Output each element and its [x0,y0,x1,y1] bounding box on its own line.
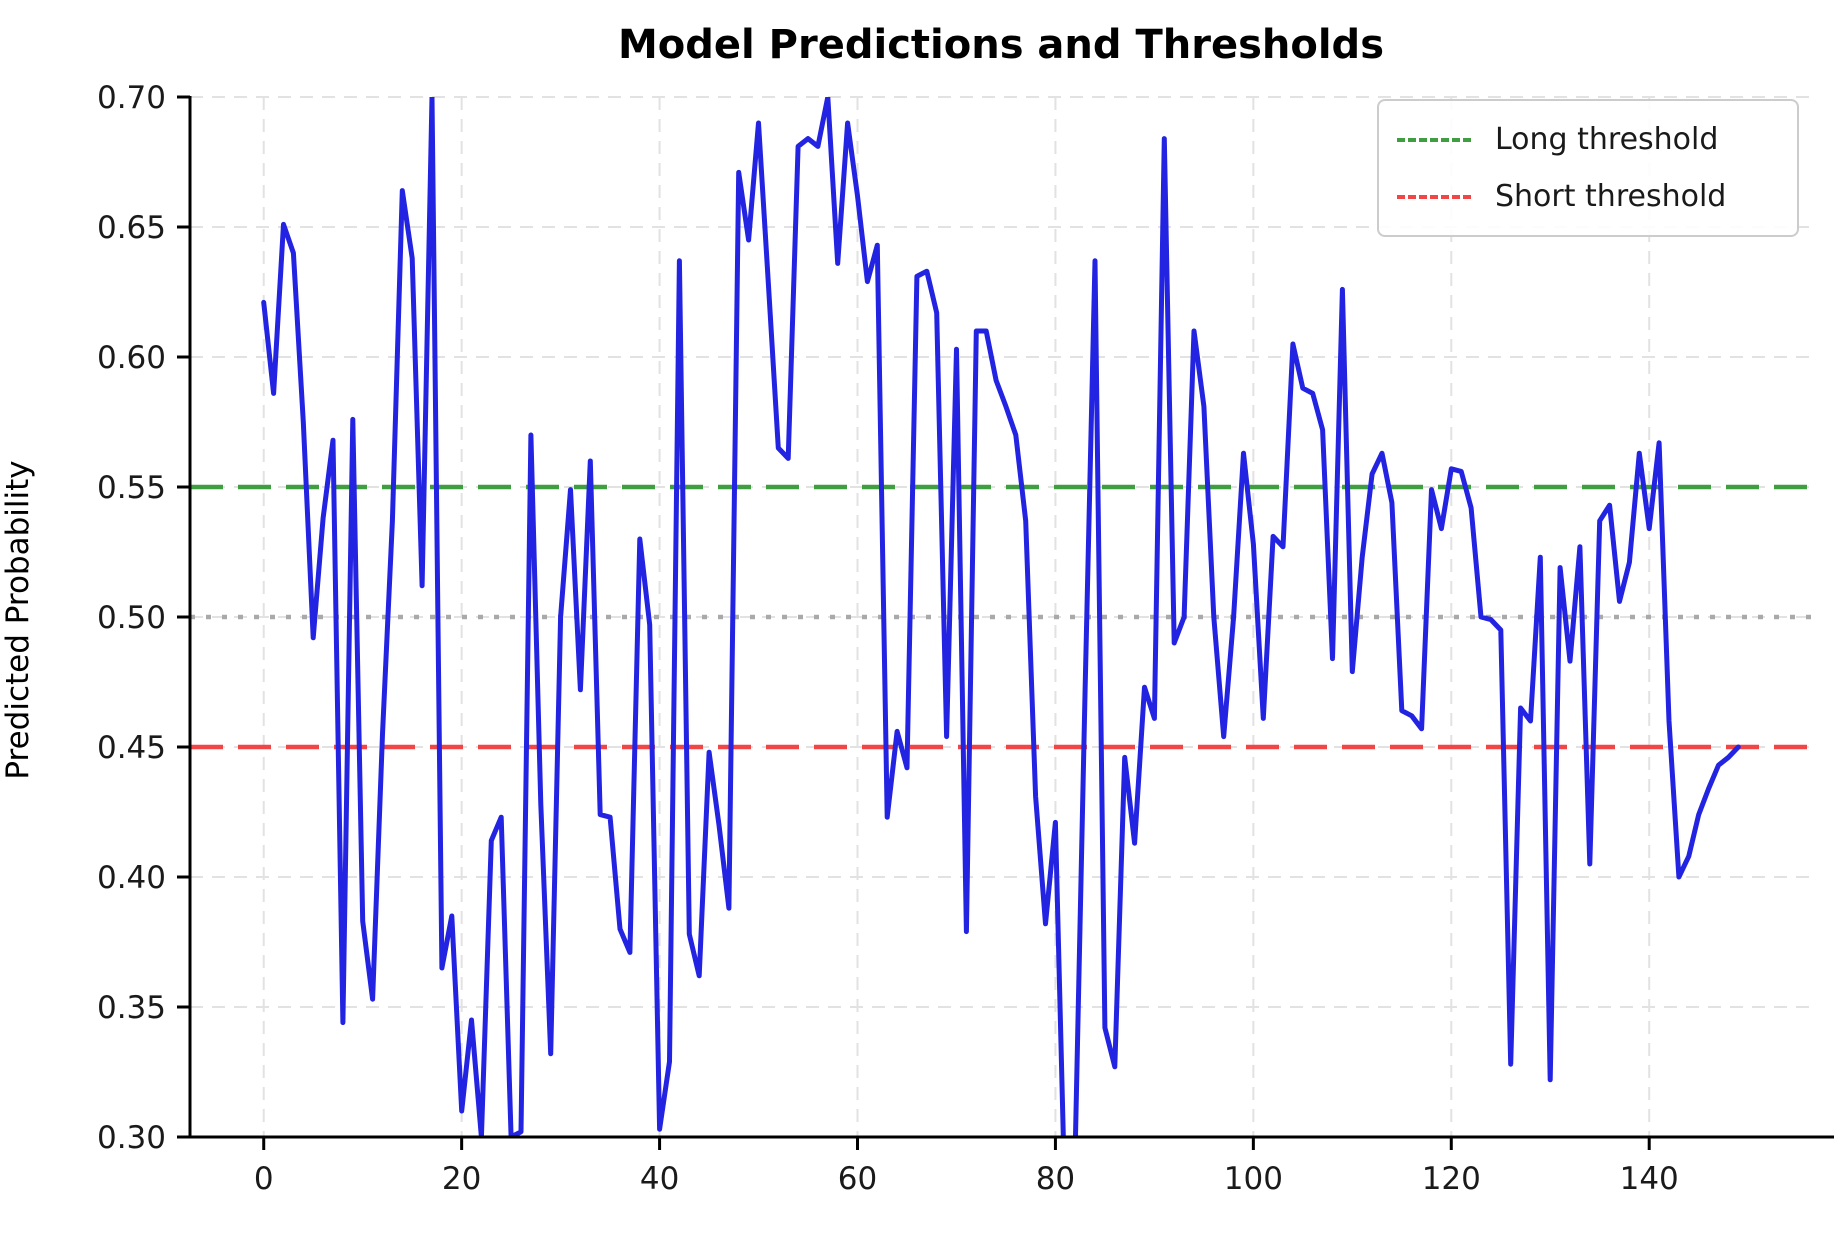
chart-title: Model Predictions and Thresholds [618,22,1384,68]
x-tick-label: 40 [640,1161,679,1197]
long-threshold-line-sample [1397,137,1471,142]
y-tick-label: 0.40 [97,860,166,896]
x-tick-label: 100 [1224,1161,1283,1197]
y-tick-label: 0.60 [97,340,166,376]
y-tick-label: 0.50 [97,600,166,636]
x-tick-label: 120 [1422,1161,1481,1197]
y-tick-label: 0.55 [97,470,166,506]
x-tick-label: 0 [254,1161,274,1197]
x-tick-label: 140 [1620,1161,1679,1197]
x-tick-label: 60 [838,1161,877,1197]
y-tick-label: 0.45 [97,730,166,766]
y-axis-label: Predicted Probability [0,460,36,780]
legend-label-long: Long threshold [1495,122,1719,157]
legend-label-short: Short threshold [1495,179,1727,214]
y-tick-label: 0.65 [97,210,166,246]
legend: Long threshold Short threshold [1377,99,1799,237]
y-tick-label: 0.35 [97,990,166,1026]
x-tick-label: 20 [442,1161,481,1197]
y-tick-label: 0.70 [97,80,166,116]
legend-item-long: Long threshold [1397,122,1779,157]
prediction-line [261,97,1741,1137]
short-threshold-line-sample [1397,194,1471,199]
legend-item-short: Short threshold [1397,179,1779,214]
y-tick-label: 0.30 [97,1120,166,1156]
x-tick-label: 80 [1036,1161,1075,1197]
